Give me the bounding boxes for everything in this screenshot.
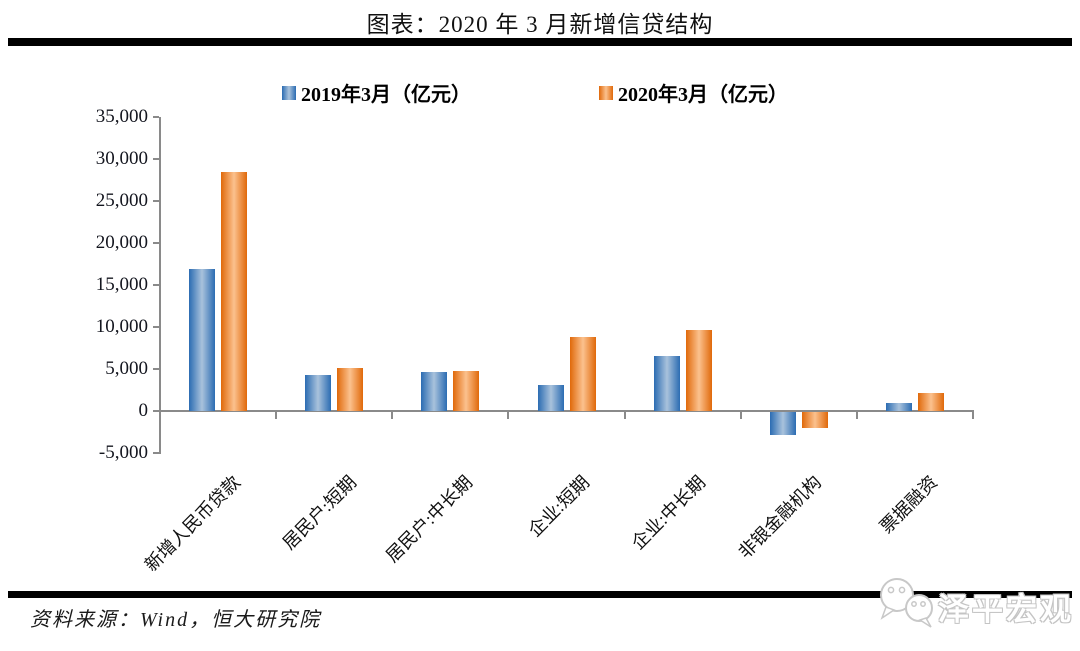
y-axis-tick <box>153 410 159 412</box>
top-divider <box>8 38 1072 46</box>
brand-watermark: 泽平宏观 <box>876 576 1076 636</box>
y-axis-tick-label: 35,000 <box>95 106 148 127</box>
bar-2019-cat4 <box>537 384 564 411</box>
x-axis-tick <box>275 411 278 419</box>
x-axis-tick <box>507 411 510 419</box>
bar-2020-cat4 <box>569 337 596 411</box>
y-axis-tick <box>153 116 159 118</box>
bar-2019-cat2 <box>305 374 332 411</box>
y-axis-tick-label: -5,000 <box>98 442 148 463</box>
source-note: 资料来源：Wind，恒大研究院 <box>30 609 322 631</box>
bar-2019-cat7 <box>885 402 912 411</box>
legend-label-2019: 2019年3月（亿元） <box>301 84 471 106</box>
page-title: 图表：2020 年 3 月新增信贷结构 <box>366 12 714 37</box>
legend-marker-2020-icon <box>599 85 613 100</box>
x-axis <box>159 410 974 412</box>
wechat-bubbles-icon <box>880 578 933 628</box>
y-axis-tick-label: 5,000 <box>105 358 148 379</box>
y-axis-tick <box>153 326 159 328</box>
legend-marker-2019-icon <box>282 85 296 100</box>
bar-2019-cat1 <box>189 269 216 411</box>
y-axis <box>159 117 161 454</box>
legend-label-2020: 2020年3月（亿元） <box>618 84 788 106</box>
y-axis-tick <box>153 200 159 202</box>
y-axis-tick-label: 25,000 <box>95 190 148 211</box>
bar-chart: 35,000 30,000 25,000 20,000 15,000 10,000 5,00… <box>95 106 974 575</box>
y-axis-tick <box>153 158 159 160</box>
y-axis-tick <box>153 242 159 244</box>
bar-2019-cat5 <box>653 355 680 411</box>
y-axis-tick-label: 10,000 <box>95 316 148 337</box>
legend-entry-2020: 2020年3月（亿元） <box>599 78 788 107</box>
x-axis-tick <box>855 411 858 419</box>
chart-legend: 2019年3月（亿元） 2020年3月（亿元） <box>282 78 788 107</box>
bar-2020-cat5 <box>685 329 712 411</box>
bar-2019-cat6 <box>769 412 796 435</box>
bar-2020-cat7 <box>917 393 944 411</box>
x-axis-tick <box>391 411 394 419</box>
y-axis-tick-label: 0 <box>138 400 149 421</box>
y-axis-tick <box>153 368 159 370</box>
bar-2020-cat3 <box>453 371 480 411</box>
bar-2020-cat1 <box>221 171 248 411</box>
y-axis-tick <box>153 284 159 286</box>
legend-entry-2019: 2019年3月（亿元） <box>282 78 471 107</box>
bar-2020-cat2 <box>337 367 364 411</box>
y-axis-tick-label: 15,000 <box>95 274 148 295</box>
bar-2020-cat6 <box>801 412 828 429</box>
x-axis-tick <box>623 411 626 419</box>
y-axis-tick-label: 20,000 <box>95 232 148 253</box>
bottom-divider <box>8 591 1072 598</box>
x-axis-tick <box>739 411 742 419</box>
y-axis-tick <box>153 452 159 454</box>
y-axis-tick-label: 30,000 <box>95 148 148 169</box>
watermark-label: 泽平宏观 <box>938 592 1074 627</box>
bar-2019-cat3 <box>421 372 448 411</box>
x-axis-tick <box>972 411 974 419</box>
